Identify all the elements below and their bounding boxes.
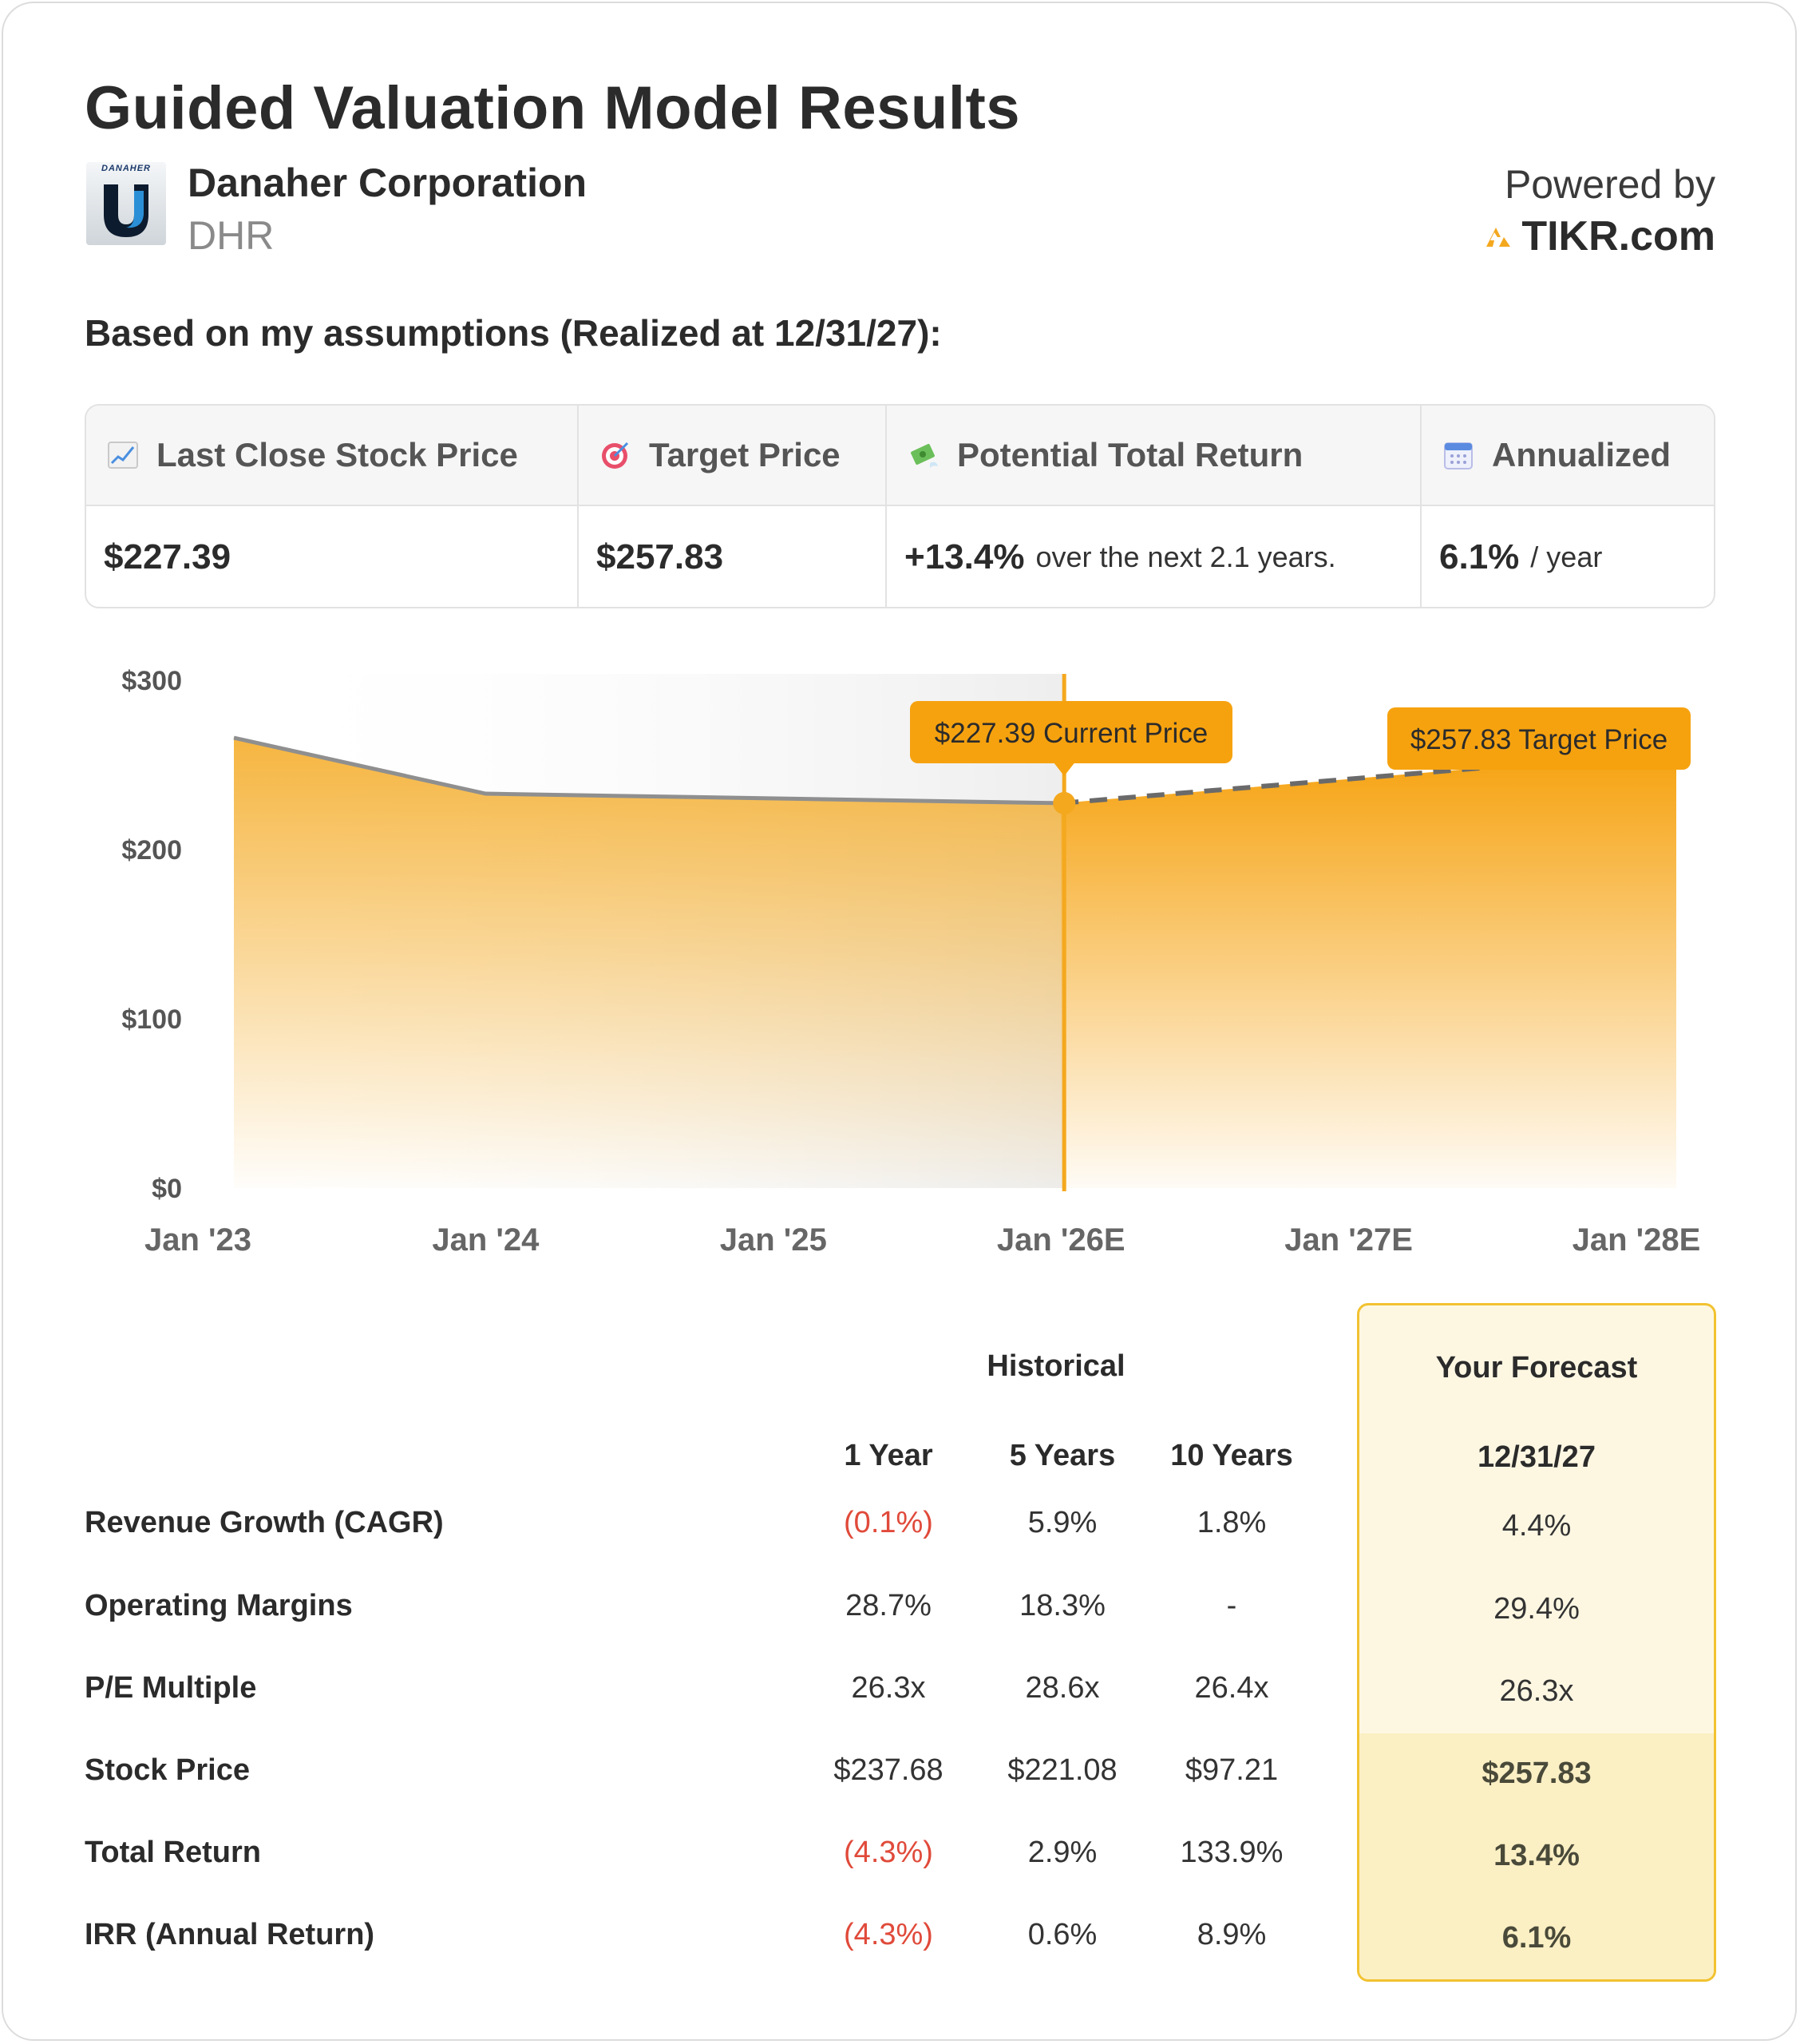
tikr-logo-icon [1486, 228, 1511, 247]
forecast-cell: 4.4% [1501, 1509, 1572, 1543]
callout-pointer [1053, 762, 1076, 776]
table-cell: $97.21 [1185, 1753, 1279, 1787]
table-cell: 26.4x [1194, 1671, 1269, 1705]
company-logo: DANAHER [86, 162, 166, 245]
current-price-callout: $227.39 Current Price [910, 701, 1232, 776]
metric-label: Potential Total Return [957, 436, 1304, 473]
target-price-callout: $257.83 Target Price [1387, 707, 1691, 770]
metric-label: Target Price [649, 436, 841, 473]
target-icon [602, 442, 629, 469]
logo-brand-text: DANAHER [101, 164, 151, 173]
table-cell: (0.1%) [844, 1506, 933, 1539]
table-cell: - [1226, 1589, 1237, 1622]
metric-last-close: Last Close Stock Price $227.39 [86, 406, 579, 607]
table-cell: 18.3% [1019, 1589, 1106, 1622]
table-cell: $237.68 [833, 1753, 944, 1787]
table-cell: 2.9% [1027, 1836, 1098, 1869]
table-cell: 8.9% [1197, 1918, 1267, 1951]
assumptions-subtitle: Based on my assumptions (Realized at 12/… [85, 312, 942, 354]
metric-target-price: Target Price $257.83 [579, 406, 887, 607]
forecast-panel [1357, 1303, 1716, 1982]
metric-suffix: over the next 2.1 years. [1035, 541, 1336, 573]
table-cell: (4.3%) [844, 1836, 933, 1869]
table-cell: 5.9% [1027, 1506, 1098, 1539]
table-cell: 0.6% [1027, 1918, 1098, 1951]
company-name: Danaher Corporation [188, 160, 587, 205]
row-label: P/E Multiple [85, 1671, 257, 1705]
metric-value: $257.83 [596, 537, 724, 576]
forecast-cell: $257.83 [1482, 1757, 1592, 1790]
metrics-summary: Last Close Stock Price $227.39 Target Pr… [85, 404, 1715, 608]
x-tick-label: Jan '25 [720, 1222, 827, 1258]
callout-label: $227.39 Current Price [935, 718, 1208, 749]
y-tick-label: $300 [121, 666, 182, 696]
row-label: Total Return [85, 1836, 261, 1869]
tikr-brand[interactable]: TIKR.com [1485, 212, 1715, 260]
col-1-year: 1 Year [844, 1439, 933, 1472]
historical-line [233, 735, 1062, 806]
x-tick-label: Jan '24 [432, 1222, 540, 1258]
table-cell: (4.3%) [844, 1918, 933, 1951]
x-tick-label: Jan '26E [997, 1222, 1125, 1258]
metric-value: +13.4% [904, 537, 1025, 576]
tikr-brand-text: TIKR.com [1521, 213, 1715, 259]
current-price-marker [1053, 791, 1076, 814]
row-label: Revenue Growth (CAGR) [85, 1506, 444, 1539]
callout-box [910, 701, 1232, 763]
price-chart: $0 $100 $200 $300 Jan '23 Jan '24 Jan '25 Jan … [121, 666, 1701, 1258]
callout-label: $257.83 Target Price [1410, 724, 1667, 755]
callout-box [1387, 707, 1691, 770]
metric-value: $227.39 [104, 537, 231, 576]
x-tick-label: Jan '27E [1284, 1222, 1413, 1258]
historical-header: Historical [987, 1349, 1125, 1383]
forecast-highlight [1359, 1733, 1714, 1979]
forecast-line [1060, 749, 1677, 806]
metric-label: Annualized [1492, 436, 1671, 473]
historical-area [234, 738, 1062, 1188]
table-cell: 28.7% [845, 1589, 932, 1622]
metric-value: 6.1% [1439, 537, 1520, 576]
x-tick-label: Jan '23 [144, 1222, 251, 1258]
table-cell: 26.3x [851, 1671, 926, 1705]
page-title: Guided Valuation Model Results [85, 74, 1021, 142]
forecast-header: Your Forecast [1435, 1351, 1638, 1384]
x-tick-label: Jan '28E [1573, 1222, 1701, 1258]
logo-mark-icon [104, 184, 148, 237]
table-cell: 1.8% [1197, 1506, 1267, 1539]
chart-increasing-icon [108, 442, 138, 469]
metric-suffix: / year [1530, 541, 1603, 573]
y-tick-label: $0 [152, 1174, 182, 1204]
row-label: Operating Margins [85, 1589, 353, 1622]
forecast-cell: 6.1% [1501, 1921, 1572, 1955]
forecast-cell: 29.4% [1493, 1592, 1580, 1626]
y-tick-label: $100 [121, 1004, 182, 1035]
table-cell: 133.9% [1180, 1836, 1284, 1869]
metric-total-return: Potential Total Return +13.4% over the n… [887, 406, 1422, 607]
y-tick-label: $200 [121, 835, 182, 866]
col-10-years: 10 Years [1170, 1439, 1293, 1472]
row-label: IRR (Annual Return) [85, 1918, 375, 1951]
col-5-years: 5 Years [1009, 1439, 1116, 1472]
forecast-cell: 26.3x [1499, 1674, 1574, 1708]
money-with-wings-icon [911, 444, 938, 468]
ticker-symbol: DHR [188, 213, 275, 258]
table-cell: $221.08 [1007, 1753, 1118, 1787]
metric-label: Last Close Stock Price [156, 436, 518, 473]
calendar-icon [1444, 442, 1473, 469]
table-cell: 28.6x [1025, 1671, 1100, 1705]
row-label: Stock Price [85, 1753, 250, 1787]
metric-annualized: Annualized 6.1% / year [1422, 406, 1714, 607]
forecast-area [1061, 751, 1676, 1188]
forecast-cell: 13.4% [1493, 1839, 1580, 1872]
powered-by-label: Powered by [1504, 162, 1715, 207]
col-forecast-date: 12/31/27 [1478, 1440, 1596, 1474]
